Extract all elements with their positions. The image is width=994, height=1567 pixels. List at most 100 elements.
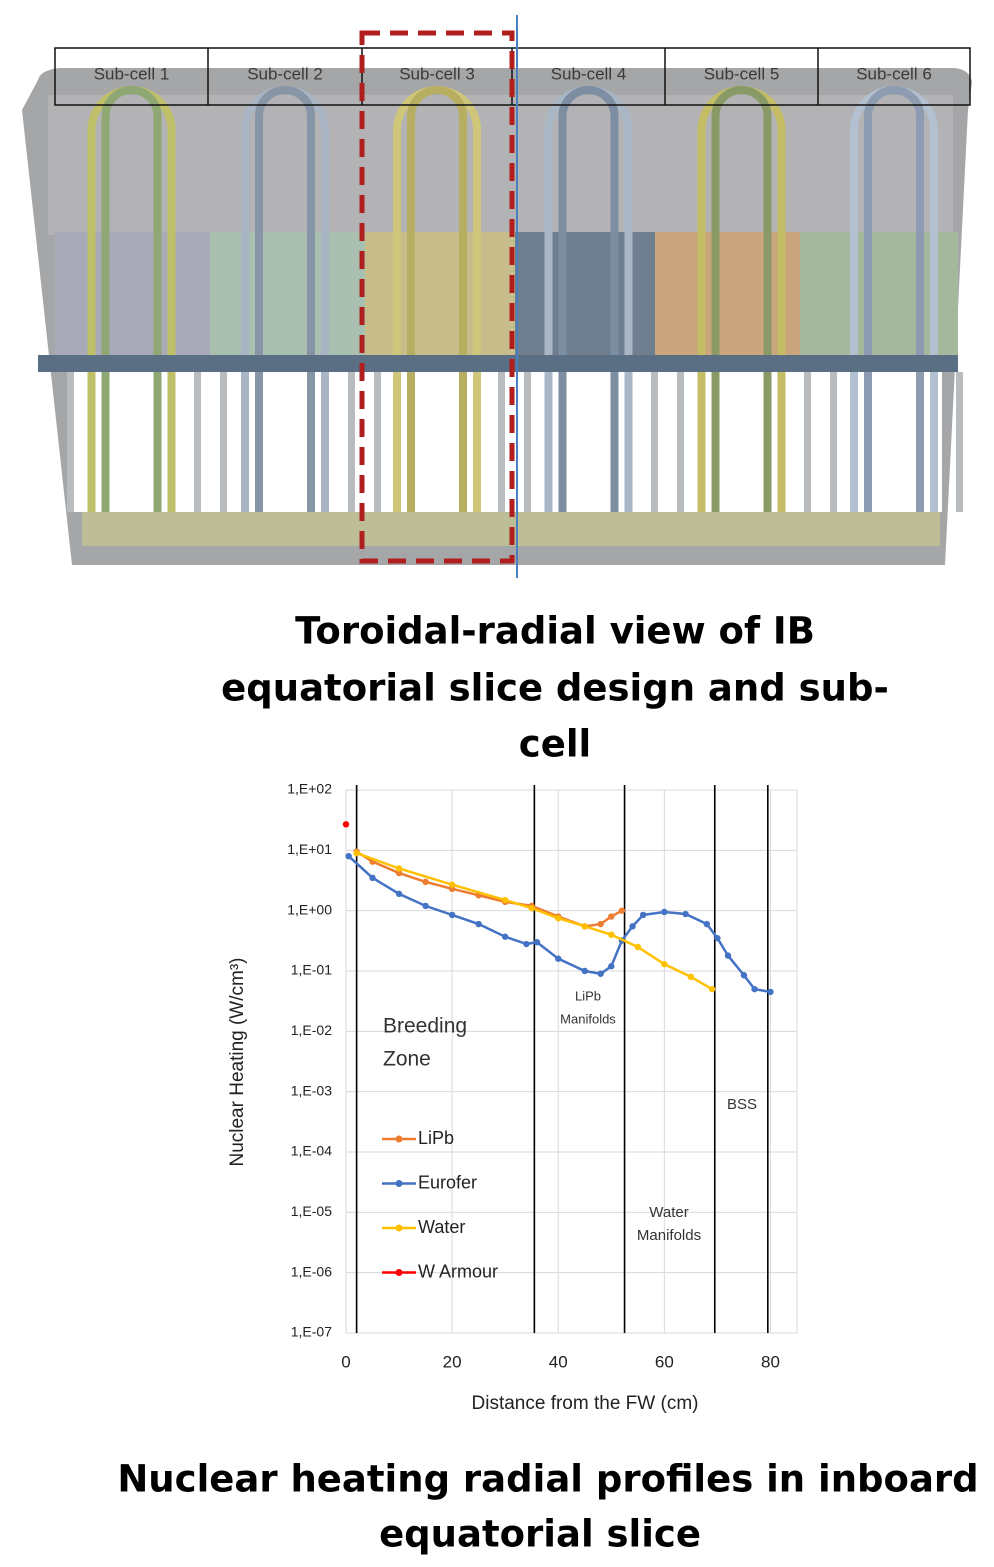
data-point: [448, 881, 456, 888]
annotation: Zone: [383, 1048, 431, 1071]
data-point: [475, 920, 482, 928]
support-bar: [830, 372, 837, 512]
y-tick-label: 1,E-07: [291, 1324, 332, 1340]
data-point: [422, 878, 429, 886]
x-axis-label: Distance from the FW (cm): [472, 1393, 699, 1414]
panel: [515, 232, 655, 355]
pipes: [67, 86, 963, 512]
data-point: [345, 852, 352, 860]
data-point: [629, 923, 636, 930]
series-line: [347, 855, 771, 994]
data-point: [751, 985, 758, 993]
series-line: [356, 851, 713, 991]
support-bar: [956, 372, 963, 512]
data-point: [395, 869, 403, 877]
support-bar: [374, 372, 381, 512]
data-point: [597, 920, 604, 928]
data-point: [523, 940, 530, 948]
data-point: [369, 874, 376, 882]
manifold-plate: [38, 355, 958, 372]
data-point: [395, 890, 403, 898]
pipe: [864, 86, 924, 512]
x-tick-label: 20: [443, 1352, 462, 1371]
lower-zone: [70, 372, 942, 512]
caption-1: Toroidal-radial view of IB equatorial sl…: [221, 610, 889, 766]
y-tick-label: 1,E-06: [291, 1263, 332, 1279]
data-point: [528, 904, 535, 912]
legend-marker: [395, 1224, 403, 1232]
legend-marker: [395, 1269, 403, 1276]
data-point: [639, 911, 647, 919]
legend-label: Water: [418, 1217, 465, 1237]
legend-label: LiPb: [418, 1128, 454, 1148]
annotation: BSS: [727, 1096, 757, 1113]
subcell-label: Sub-cell 4: [551, 64, 627, 83]
panel: [655, 232, 800, 355]
data-point: [581, 923, 588, 930]
support-bar: [67, 372, 74, 512]
support-bar: [498, 372, 505, 512]
data-point: [714, 934, 721, 942]
data-point: [422, 902, 429, 910]
y-tick-label: 1,E-01: [291, 962, 332, 978]
caption-2: Nuclear heating radial profiles in inboa…: [117, 1458, 978, 1556]
y-tick-label: 1,E+01: [287, 841, 332, 857]
data-point: [342, 821, 350, 828]
y-tick-label: 1,E+02: [287, 781, 332, 797]
data-point: [555, 955, 562, 962]
annotation: Breeding: [383, 1015, 467, 1038]
caption-line: equatorial slice: [379, 1513, 701, 1556]
x-tick-label: 80: [761, 1352, 780, 1371]
data-point: [395, 865, 403, 872]
x-tick-label: 60: [655, 1352, 674, 1371]
caption-line: cell: [519, 723, 591, 766]
data-point: [555, 915, 562, 922]
y-tick-label: 1,E+00: [287, 901, 332, 917]
data-point: [687, 973, 695, 981]
pipe: [558, 86, 619, 512]
legend-label: Eurofer: [418, 1172, 477, 1192]
data-point: [501, 933, 509, 940]
data-point: [448, 911, 456, 919]
panel: [55, 232, 210, 355]
legend-label: W Armour: [418, 1261, 498, 1281]
pipe: [101, 86, 162, 512]
annotation: LiPb: [575, 988, 601, 1003]
caption-line: equatorial slice design and sub-: [221, 667, 889, 710]
data-point: [608, 913, 615, 920]
support-bar: [804, 372, 811, 512]
subcell-label: Sub-cell 5: [704, 64, 780, 83]
support-bar: [348, 372, 355, 512]
data-point: [708, 985, 716, 993]
data-point: [597, 970, 604, 977]
support-bar: [194, 372, 201, 512]
subcell-label: Sub-cell 3: [399, 64, 475, 83]
support-bar: [651, 372, 658, 512]
data-point: [501, 896, 509, 904]
support-bar: [220, 372, 227, 512]
data-point: [661, 908, 668, 916]
data-point: [661, 960, 668, 968]
chart: Distance from the FW (cm) Nuclear Heatin…: [227, 781, 798, 1414]
pipe: [255, 86, 315, 512]
annotation: Manifolds: [560, 1011, 616, 1026]
panel: [365, 232, 515, 355]
data-point: [767, 988, 774, 996]
x-tick-label: 40: [549, 1352, 568, 1371]
panel: [210, 232, 365, 355]
caption-line: Nuclear heating radial profiles in inboa…: [117, 1458, 978, 1501]
pipe: [407, 86, 467, 512]
y-tick-label: 1,E-05: [291, 1203, 332, 1219]
caption-line: Toroidal-radial view of IB: [295, 610, 815, 653]
upper-zone: [48, 95, 953, 235]
diagram: Sub-cell 1 Sub-cell 2 Sub-cell 3 Sub-cell 4…: [22, 15, 972, 578]
support-bar: [524, 372, 531, 512]
y-axis-label: Nuclear Heating (W/cm³): [227, 957, 248, 1166]
pipe: [711, 86, 772, 512]
highlight-box: [359, 30, 515, 564]
support-bar: [677, 372, 684, 512]
data-point: [608, 931, 615, 938]
data-point: [353, 849, 360, 857]
